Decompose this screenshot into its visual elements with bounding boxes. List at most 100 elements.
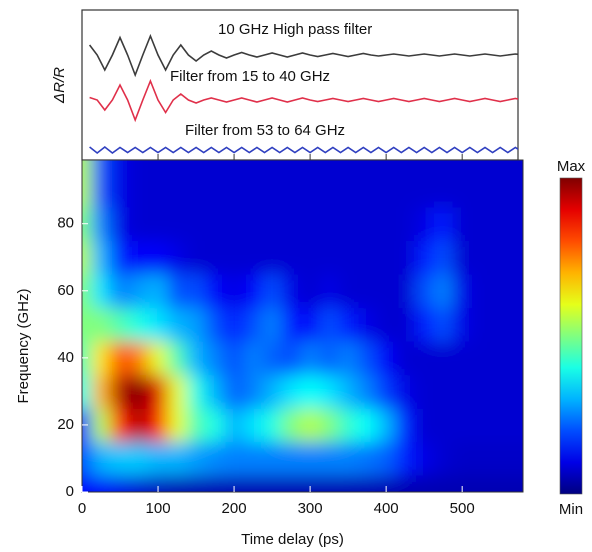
heatmap-cell (319, 307, 340, 342)
heatmap-cell (148, 408, 169, 443)
y-tick-label: 80 (57, 215, 74, 232)
heatmap-cell (148, 240, 169, 275)
trace-line (89, 145, 518, 155)
heatmap-cell (452, 307, 473, 342)
heatmap-cell (110, 240, 131, 275)
heatmap-cell (300, 475, 321, 492)
heatmap-cell (338, 240, 359, 275)
heatmap-cell (186, 160, 207, 208)
heatmap-cell (110, 374, 131, 409)
heatmap-cell (414, 274, 435, 309)
heatmap-cell (167, 240, 188, 275)
colorbar-label: Max (557, 158, 586, 175)
heatmap-cell (338, 374, 359, 409)
heatmap-cell (91, 160, 112, 208)
heatmap-cell (490, 374, 511, 409)
heatmap-cell (414, 307, 435, 342)
heatmap-cell (452, 441, 473, 476)
heatmap-cell (262, 206, 283, 241)
heatmap-cell (338, 307, 359, 342)
heatmap-cell (319, 341, 340, 376)
heatmap-cell (82, 475, 93, 492)
heatmap-cell (186, 240, 207, 275)
heatmap-cell (243, 441, 264, 476)
heatmap-cell (433, 307, 454, 342)
heatmap-cell (167, 274, 188, 309)
heatmap-cell (91, 341, 112, 376)
heatmap-cell (509, 441, 523, 476)
heatmap-cell (300, 274, 321, 309)
heatmap-cell (243, 341, 264, 376)
heatmap-cell (262, 475, 283, 492)
heatmap-cell (224, 206, 245, 241)
heatmap-cell (281, 441, 302, 476)
heatmap-cell (414, 475, 435, 492)
heatmap-cell (414, 441, 435, 476)
heatmap-cell (376, 307, 397, 342)
heatmap-cell (262, 374, 283, 409)
heatmap-cell (281, 206, 302, 241)
heatmap-cell (91, 441, 112, 476)
heatmap-cell (395, 441, 416, 476)
heatmap-cell (452, 374, 473, 409)
heatmap-cell (357, 307, 378, 342)
x-tick-label: 200 (222, 500, 247, 517)
heatmap-cell (205, 374, 226, 409)
colorbar (559, 177, 583, 495)
heatmap-cell (91, 274, 112, 309)
heatmap-cell (471, 341, 492, 376)
heatmap-cell (281, 240, 302, 275)
heatmap-cell (414, 408, 435, 443)
heatmap-cell (148, 206, 169, 241)
heatmap-cell (91, 206, 112, 241)
heatmap-cell (91, 408, 112, 443)
heatmap-cell (376, 374, 397, 409)
heatmap-cell (376, 274, 397, 309)
heatmap-cell (186, 274, 207, 309)
heatmap-cell (91, 240, 112, 275)
heatmap-cell (319, 206, 340, 241)
heatmap-cell (186, 341, 207, 376)
heatmap-cell (243, 408, 264, 443)
heatmap-cell (167, 206, 188, 241)
heatmap-cell (281, 475, 302, 492)
heatmap-cell (129, 374, 150, 409)
heatmap-cell (281, 160, 302, 208)
heatmap-cell (205, 274, 226, 309)
heatmap-cell (129, 206, 150, 241)
heatmap-cell (243, 307, 264, 342)
heatmap-cell (167, 408, 188, 443)
heatmap-cell (338, 274, 359, 309)
heatmap-clip (82, 160, 523, 492)
heatmap-cell (300, 206, 321, 241)
x-tick-label: 300 (298, 500, 323, 517)
heatmap-cell (110, 341, 131, 376)
heatmap-cell (357, 160, 378, 208)
y-tick-label: 20 (57, 416, 74, 433)
heatmap-cell (357, 441, 378, 476)
heatmap-cell (148, 274, 169, 309)
heatmap-cell (110, 274, 131, 309)
heatmap-cell (338, 206, 359, 241)
heatmap-cell (167, 441, 188, 476)
heatmap-cell (129, 341, 150, 376)
heatmap-cell (490, 240, 511, 275)
heatmap-cell (433, 408, 454, 443)
heatmap-cell (433, 274, 454, 309)
heatmap-cell (414, 206, 435, 241)
heatmap-cell (433, 374, 454, 409)
heatmap-cell (243, 374, 264, 409)
heatmap-cell (471, 441, 492, 476)
heatmap-cell (300, 441, 321, 476)
x-tick-label: 100 (146, 500, 171, 517)
heatmap-cell (110, 307, 131, 342)
heatmap-cell (452, 475, 473, 492)
trace-line (89, 78, 518, 123)
heatmap-cell (338, 341, 359, 376)
heatmap-cell (167, 307, 188, 342)
heatmap-cell (433, 160, 454, 208)
heatmap-cell (319, 408, 340, 443)
x-axis-label: Time delay (ps) (241, 531, 344, 548)
heatmap-cell (452, 408, 473, 443)
trace-label: 10 GHz High pass filter (218, 21, 372, 38)
